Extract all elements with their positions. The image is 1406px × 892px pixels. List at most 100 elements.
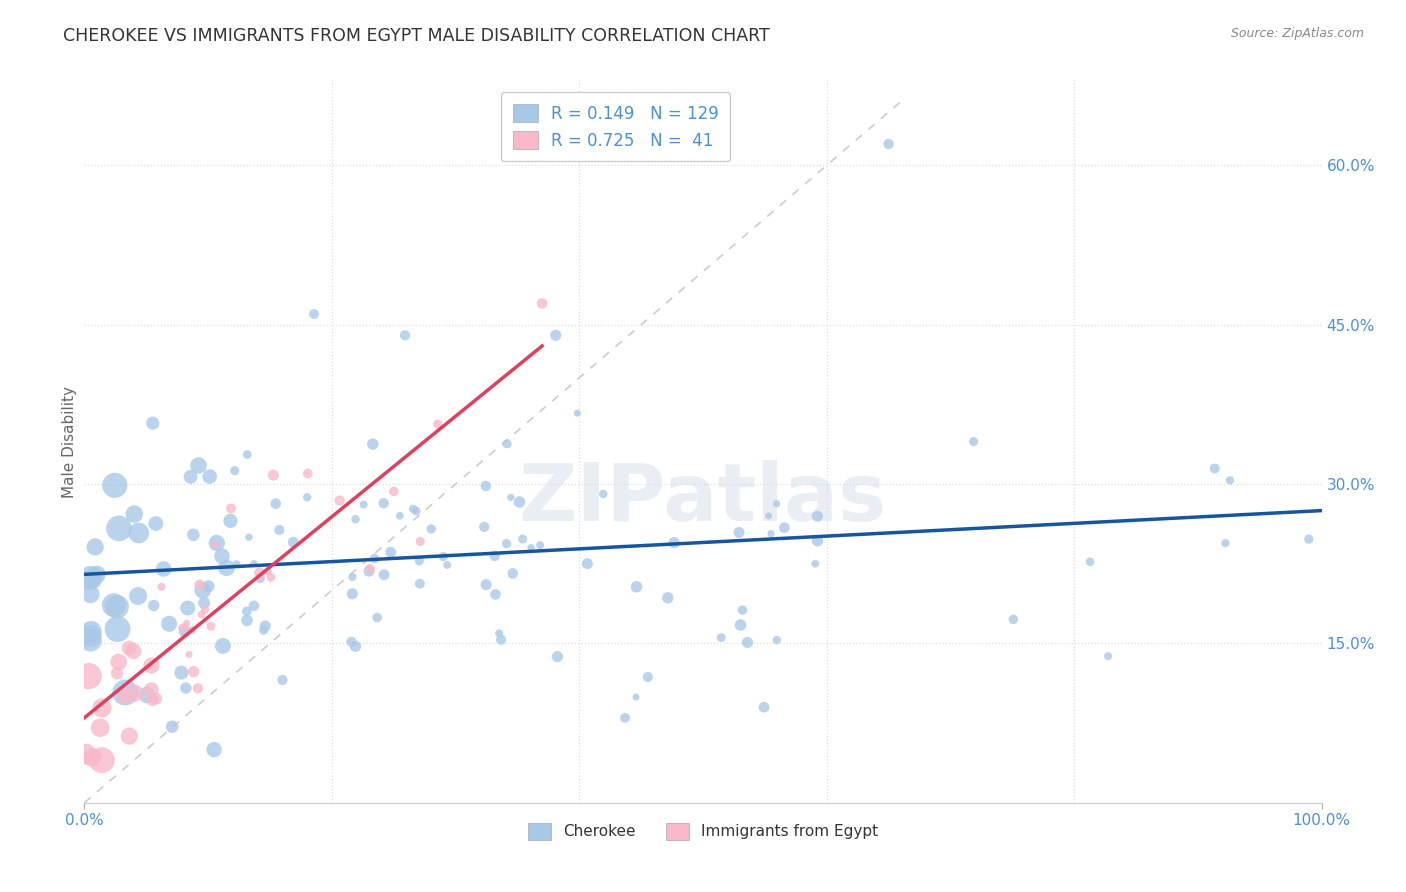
Point bbox=[728, 525, 751, 540]
Point bbox=[205, 536, 228, 550]
Point bbox=[297, 490, 319, 504]
Point bbox=[329, 493, 352, 508]
Point bbox=[183, 665, 205, 679]
Point bbox=[531, 296, 554, 310]
Point bbox=[731, 603, 754, 617]
Point bbox=[225, 557, 247, 571]
Point bbox=[472, 520, 495, 534]
Point bbox=[157, 616, 180, 631]
Point bbox=[198, 469, 221, 483]
Point bbox=[118, 641, 141, 656]
Point bbox=[145, 516, 167, 531]
Point bbox=[108, 521, 131, 535]
Point bbox=[340, 635, 363, 649]
Point bbox=[758, 508, 780, 523]
Point bbox=[174, 681, 197, 695]
Point bbox=[176, 616, 198, 631]
Point bbox=[79, 629, 101, 643]
Point bbox=[484, 587, 506, 601]
Point bbox=[89, 721, 111, 735]
Point bbox=[252, 624, 274, 638]
Point bbox=[170, 665, 193, 680]
Point bbox=[254, 619, 277, 633]
Point bbox=[187, 458, 209, 473]
Point bbox=[160, 720, 183, 734]
Point bbox=[773, 521, 796, 535]
Point bbox=[118, 729, 141, 743]
Point bbox=[877, 136, 900, 151]
Point bbox=[576, 557, 599, 571]
Point bbox=[114, 685, 136, 699]
Point bbox=[180, 470, 202, 484]
Point bbox=[79, 633, 101, 648]
Point bbox=[262, 468, 284, 483]
Point bbox=[105, 599, 128, 614]
Point bbox=[219, 501, 242, 516]
Point bbox=[122, 686, 145, 700]
Point bbox=[124, 507, 146, 521]
Point bbox=[357, 564, 380, 578]
Point bbox=[141, 658, 163, 673]
Point bbox=[657, 591, 679, 605]
Point bbox=[408, 554, 430, 568]
Point bbox=[193, 596, 215, 610]
Point bbox=[624, 690, 647, 704]
Point bbox=[80, 624, 103, 639]
Point bbox=[174, 624, 197, 639]
Point bbox=[79, 573, 101, 587]
Point bbox=[243, 599, 266, 613]
Point bbox=[80, 750, 103, 764]
Point bbox=[436, 558, 458, 572]
Point bbox=[1219, 473, 1241, 487]
Point bbox=[219, 514, 242, 528]
Point bbox=[145, 691, 167, 706]
Point bbox=[122, 644, 145, 658]
Point bbox=[75, 747, 97, 761]
Point bbox=[495, 536, 517, 550]
Point bbox=[302, 307, 325, 321]
Point bbox=[626, 580, 648, 594]
Point bbox=[197, 579, 219, 593]
Point bbox=[236, 605, 259, 619]
Point bbox=[759, 526, 782, 541]
Point bbox=[141, 693, 163, 707]
Point bbox=[488, 626, 510, 640]
Point bbox=[730, 618, 752, 632]
Point bbox=[204, 538, 226, 552]
Point bbox=[710, 631, 733, 645]
Point bbox=[529, 538, 551, 552]
Point bbox=[382, 484, 405, 499]
Point bbox=[512, 532, 534, 546]
Point bbox=[1298, 532, 1320, 546]
Point bbox=[752, 700, 775, 714]
Point bbox=[105, 666, 128, 681]
Point bbox=[177, 601, 200, 615]
Point bbox=[77, 669, 100, 683]
Point bbox=[142, 599, 165, 613]
Point bbox=[592, 487, 614, 501]
Point bbox=[394, 328, 416, 343]
Point bbox=[409, 534, 432, 549]
Point bbox=[409, 576, 432, 591]
Point bbox=[194, 602, 217, 616]
Point bbox=[150, 580, 173, 594]
Point bbox=[224, 464, 246, 478]
Point bbox=[79, 587, 101, 601]
Point bbox=[765, 633, 787, 648]
Point bbox=[567, 406, 589, 420]
Point bbox=[243, 557, 266, 571]
Point bbox=[297, 467, 319, 481]
Point bbox=[183, 528, 205, 542]
Point bbox=[191, 583, 214, 598]
Point bbox=[236, 614, 259, 628]
Point bbox=[84, 540, 107, 554]
Point bbox=[359, 562, 381, 576]
Point bbox=[142, 416, 165, 430]
Point bbox=[107, 622, 129, 636]
Point bbox=[283, 535, 305, 549]
Point bbox=[373, 567, 395, 582]
Point bbox=[177, 648, 200, 662]
Point bbox=[366, 610, 388, 624]
Point bbox=[804, 557, 827, 571]
Point bbox=[963, 434, 986, 449]
